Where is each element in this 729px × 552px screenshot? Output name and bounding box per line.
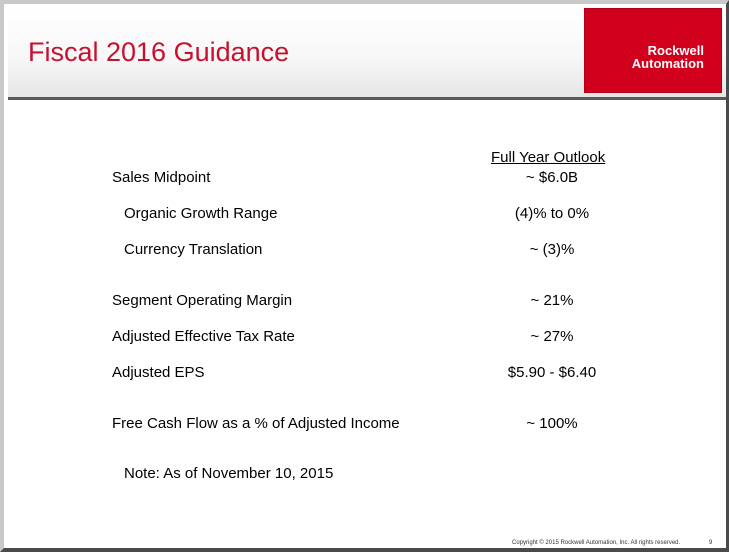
- row-label: Adjusted Effective Tax Rate: [112, 328, 295, 345]
- row-label: Free Cash Flow as a % of Adjusted Income: [112, 415, 400, 432]
- row-label: Organic Growth Range: [124, 205, 278, 222]
- row-value: ~ (3)%: [529, 241, 575, 258]
- page-number: 9: [709, 540, 713, 546]
- row-value: ~ 27%: [530, 328, 574, 345]
- copyright-footer: Copyright © 2015 Rockwell Automation, In…: [512, 540, 681, 546]
- row-label: Segment Operating Margin: [112, 292, 293, 309]
- slide-title: Fiscal 2016 Guidance: [28, 37, 290, 67]
- row-value: $5.90 - $6.40: [507, 364, 597, 381]
- row-value: ~ 100%: [526, 415, 578, 432]
- rockwell-automation-logo: Rockwell Automation: [584, 8, 722, 93]
- row-label: Currency Translation: [124, 241, 263, 258]
- slide-note: Note: As of November 10, 2015: [124, 465, 334, 482]
- header-divider: [8, 97, 726, 100]
- row-label: Sales Midpoint: [112, 169, 211, 186]
- logo-line-2: Automation: [631, 56, 704, 71]
- row-value: ~ 21%: [530, 292, 574, 309]
- row-value: ~ $6.0B: [525, 169, 579, 186]
- logo-line-1: Rockwell: [647, 43, 704, 58]
- column-header: Full Year Outlook: [491, 149, 606, 166]
- row-label: Adjusted EPS: [112, 364, 205, 381]
- row-value: (4)% to 0%: [514, 205, 590, 222]
